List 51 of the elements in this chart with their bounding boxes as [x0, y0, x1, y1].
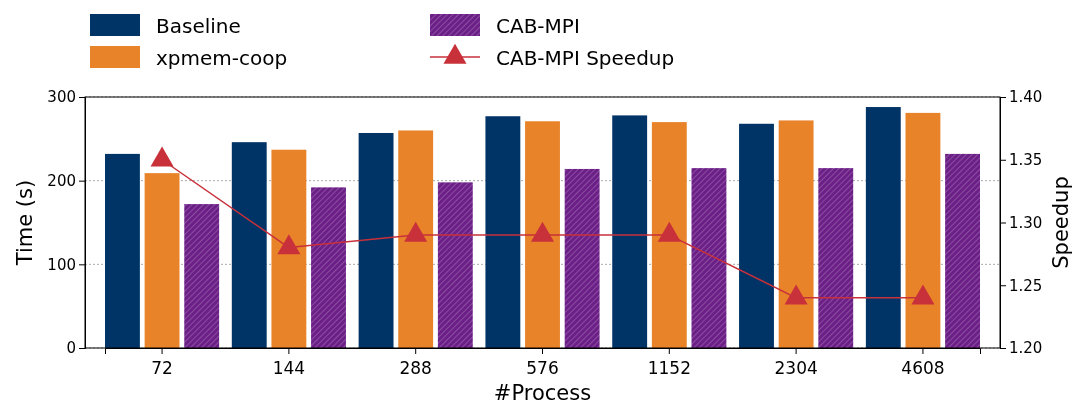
x-axis-title: #Process	[493, 381, 592, 405]
point	[277, 234, 301, 255]
bar	[271, 149, 307, 348]
point	[404, 221, 428, 242]
bar	[398, 130, 434, 348]
y2-tick-label: 1.25	[1009, 276, 1043, 295]
bar	[945, 153, 980, 348]
point	[784, 284, 808, 305]
y-tick-label: 200	[47, 171, 76, 190]
bar	[818, 168, 854, 348]
point	[911, 284, 935, 305]
x-tick-label: 1152	[647, 358, 691, 378]
x-tick-label: 144	[272, 358, 306, 378]
y2-tick-label: 1.20	[1009, 339, 1043, 358]
x-tick-label: 4608	[901, 358, 945, 378]
bar	[358, 132, 394, 348]
x-tick-label: 72	[151, 358, 173, 378]
y-tick-label: 300	[47, 88, 76, 107]
y-axis-title: Time (s)	[13, 179, 37, 267]
legend-label: CAB-MPI	[496, 14, 580, 38]
bar	[231, 142, 267, 348]
bar	[311, 187, 346, 348]
bar	[564, 168, 600, 348]
x-tick-label: 288	[399, 358, 432, 378]
bar	[739, 123, 774, 348]
y-tick-label: 0	[66, 339, 76, 358]
y2-tick-label: 1.35	[1009, 151, 1043, 170]
bar	[184, 204, 220, 348]
point	[657, 221, 681, 242]
x-tick-label: 2304	[774, 358, 818, 378]
bar	[612, 115, 648, 348]
bar	[525, 121, 560, 348]
bar	[485, 116, 521, 348]
bar	[865, 107, 901, 348]
bar	[778, 120, 814, 348]
y2-tick-label: 1.40	[1009, 88, 1043, 107]
bar	[144, 173, 180, 348]
bar	[905, 112, 941, 348]
legend-label: CAB-MPI Speedup	[496, 46, 675, 70]
bar	[105, 153, 140, 348]
y2-axis-title: Speedup	[1049, 176, 1073, 269]
legend-label: Baseline	[156, 14, 241, 38]
bar	[651, 122, 687, 348]
point	[150, 146, 174, 167]
y2-tick-label: 1.30	[1009, 213, 1043, 232]
y-tick-label: 100	[47, 255, 76, 274]
point	[530, 221, 555, 242]
bar	[437, 182, 473, 348]
x-tick-label: 576	[526, 358, 559, 378]
bar	[691, 168, 727, 348]
legend-label: xpmem-coop	[156, 46, 288, 70]
